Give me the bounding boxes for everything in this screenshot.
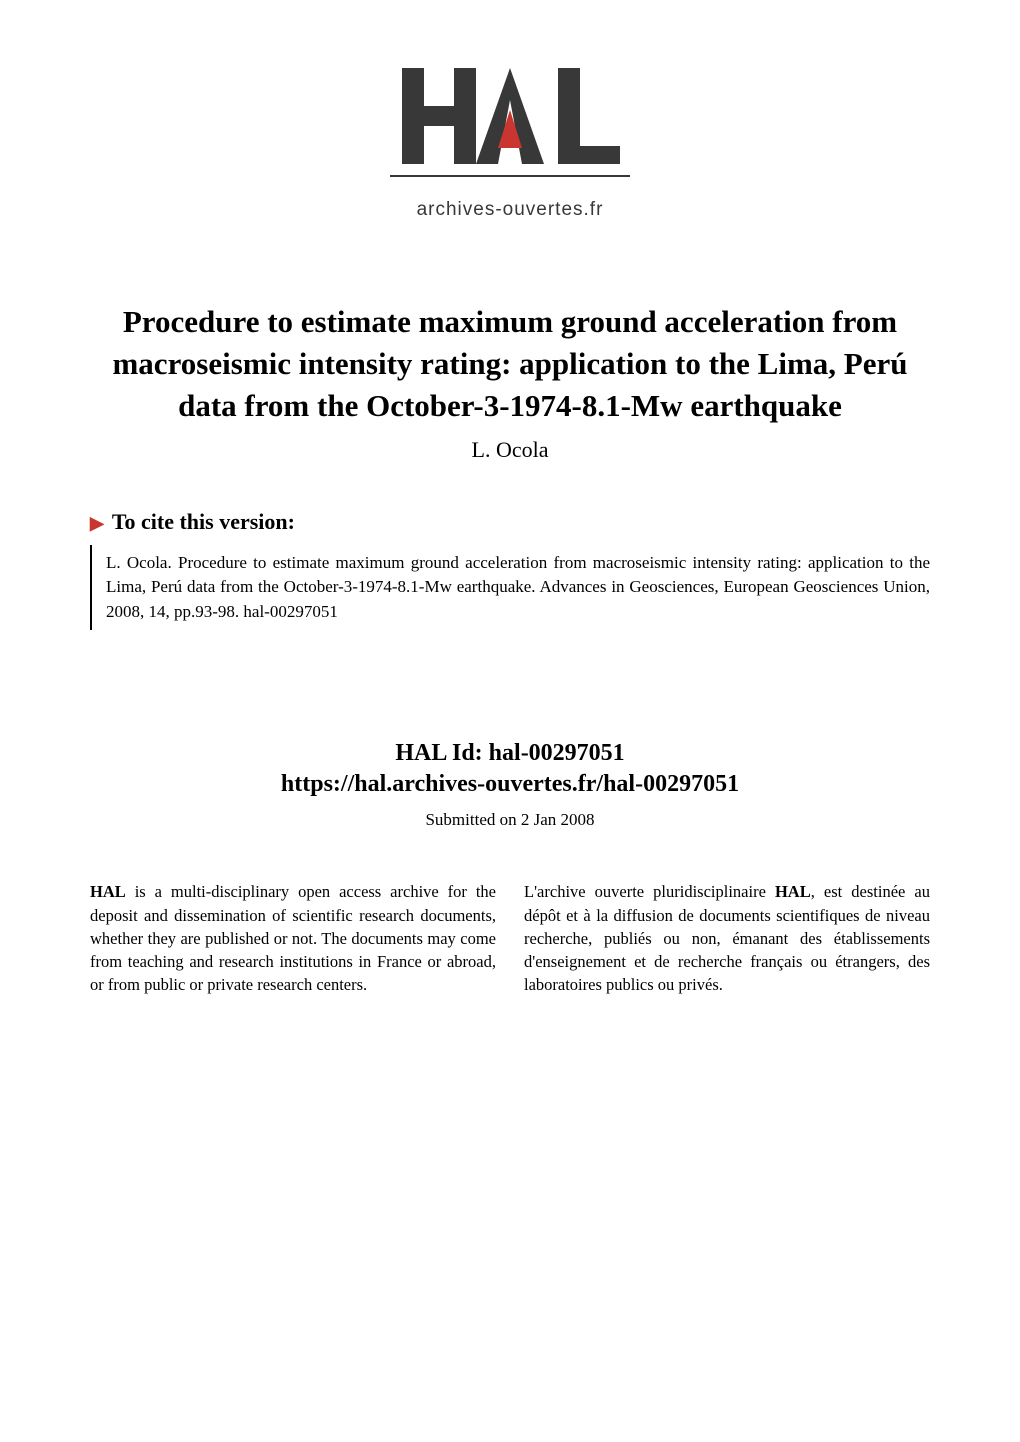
description-columns: HAL is a multi-disciplinary open access … xyxy=(90,880,930,995)
submitted-date: Submitted on 2 Jan 2008 xyxy=(90,810,930,830)
left-rest: is a multi-disciplinary open access arch… xyxy=(90,882,496,993)
left-lead: HAL xyxy=(90,882,126,901)
paper-title: Procedure to estimate maximum ground acc… xyxy=(100,301,920,427)
cite-heading: ▶ To cite this version: xyxy=(90,509,930,535)
description-right: L'archive ouverte pluridisciplinaire HAL… xyxy=(524,880,930,995)
description-left: HAL is a multi-disciplinary open access … xyxy=(90,880,496,995)
cite-marker-icon: ▶ xyxy=(90,513,104,533)
hal-url: https://hal.archives-ouvertes.fr/hal-002… xyxy=(90,771,930,798)
hal-logo-caption: archives-ouvertes.fr xyxy=(390,199,630,221)
right-pre: L'archive ouverte pluridisciplinaire xyxy=(524,882,775,901)
hal-logo-svg xyxy=(390,60,630,190)
cite-heading-text: To cite this version: xyxy=(112,509,295,534)
hal-id-block: HAL Id: hal-00297051 https://hal.archive… xyxy=(90,740,930,798)
cite-body: L. Ocola. Procedure to estimate maximum … xyxy=(90,545,930,631)
hal-id: HAL Id: hal-00297051 xyxy=(90,740,930,767)
right-lead: HAL xyxy=(775,882,811,901)
paper-author: L. Ocola xyxy=(90,437,930,463)
hal-logo-block: archives-ouvertes.fr xyxy=(90,60,930,221)
hal-logo: archives-ouvertes.fr xyxy=(390,60,630,221)
cite-block: ▶ To cite this version: L. Ocola. Procedu… xyxy=(90,509,930,631)
